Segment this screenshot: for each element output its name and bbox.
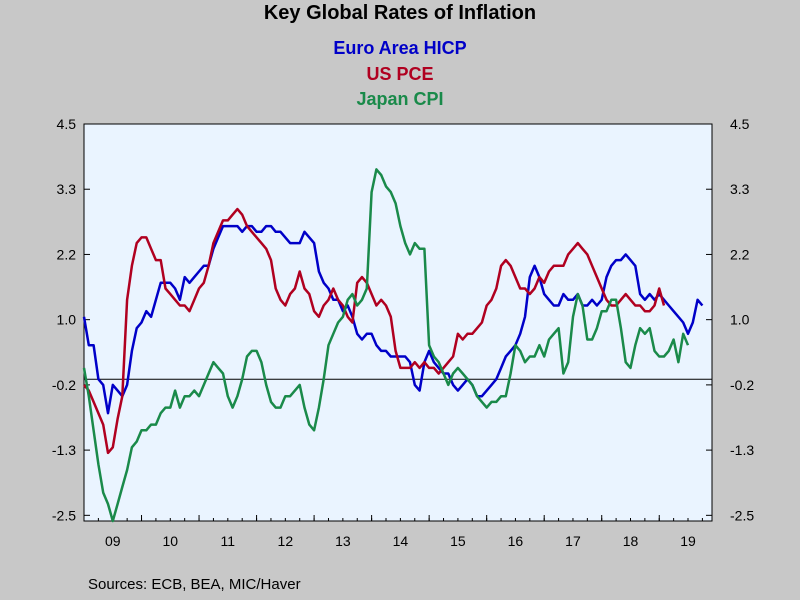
series-lines — [82, 168, 704, 523]
y-tick-label-right: 3.3 — [730, 181, 750, 197]
chart-title: Key Global Rates of Inflation — [263, 2, 537, 24]
x-tick-label: 17 — [565, 533, 581, 549]
y-tick-label-left: -0.2 — [52, 377, 76, 393]
x-tick-label: 18 — [623, 533, 639, 549]
x-tick-label: 15 — [450, 533, 466, 549]
y-tick-label-left: 3.3 — [57, 181, 77, 197]
source-note: Sources: ECB, BEA, MIC/Haver — [88, 576, 301, 593]
x-tick-label: 10 — [162, 533, 178, 549]
y-tick-label-right: 2.2 — [730, 246, 750, 262]
plot-area — [83, 123, 713, 522]
y-tick-label-left: 2.2 — [57, 246, 77, 262]
x-tick-label: 14 — [393, 533, 409, 549]
y-tick-label-right: -1.3 — [730, 442, 754, 458]
series-line-us-pce — [83, 207, 666, 455]
legend-euro-area-hicp: Euro Area HICP — [333, 38, 467, 58]
x-tick-label: 16 — [508, 533, 524, 549]
y-tick-label-right: 1.0 — [730, 312, 750, 328]
x-tick-label: 19 — [680, 533, 696, 549]
x-tick-label: 13 — [335, 533, 351, 549]
x-tick-label: 09 — [105, 533, 121, 549]
x-tick-label: 11 — [221, 533, 236, 549]
series-line-japan-cpi — [82, 168, 690, 523]
y-tick-label-right: -0.2 — [730, 377, 754, 393]
y-tick-label-left: 1.0 — [57, 312, 77, 328]
y-tick-label-right: 4.5 — [730, 116, 750, 132]
y-tick-label-left: -2.5 — [52, 507, 76, 523]
legend-us-pce: US PCE — [366, 64, 434, 84]
y-tick-label-left: 4.5 — [57, 116, 77, 132]
x-tick-label: 12 — [278, 533, 294, 549]
legend-japan-cpi: Japan CPI — [356, 89, 444, 109]
y-tick-label-left: -1.3 — [52, 442, 76, 458]
y-tick-label-right: -2.5 — [730, 507, 754, 523]
series-line-euro-area-hicp — [82, 224, 704, 415]
